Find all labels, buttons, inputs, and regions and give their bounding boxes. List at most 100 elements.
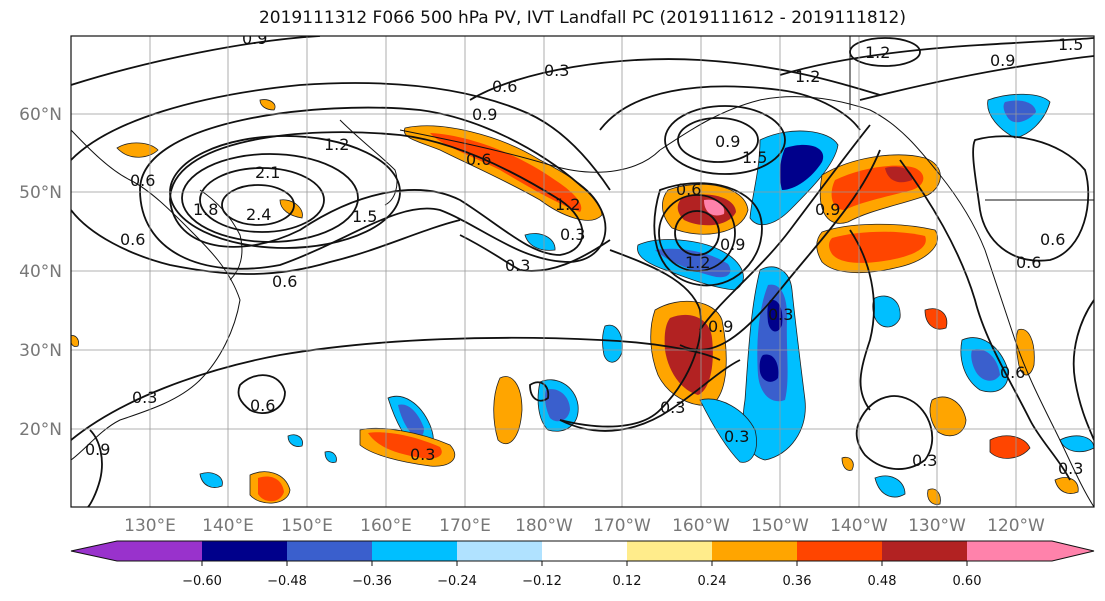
contour-stream-0.3 xyxy=(559,249,702,428)
shade-negative-160W-core xyxy=(655,248,731,278)
contour-right-edge xyxy=(1072,299,1094,441)
colorbar-tick-label: −0.24 xyxy=(437,574,477,589)
shade-positive-south-core xyxy=(258,476,284,502)
coast-japan xyxy=(199,189,243,281)
contour-0.3-west xyxy=(71,36,321,86)
colorbar-extend-low xyxy=(71,541,117,561)
contour-ne-1.2 xyxy=(779,37,1094,76)
contour-label: 1.5 xyxy=(742,148,767,167)
shade-positive-small-d xyxy=(841,456,854,471)
contour-label: 1.5 xyxy=(352,207,377,226)
contour-label-group: 0.9 0.3 0.6 0.9 1.2 1.5 2.1 2.4 1.8 0.6 … xyxy=(85,29,1083,478)
longitude-label: 130°E xyxy=(124,516,176,536)
shade-negative-right-edge xyxy=(1059,435,1094,453)
contour-east-0.3 xyxy=(899,159,1071,481)
colorbar-tick-label: −0.12 xyxy=(522,574,562,589)
colorbar: −0.60 −0.48 −0.36 −0.24 −0.12 0.12 0.24 … xyxy=(70,540,1095,589)
contour-south-wave xyxy=(559,359,741,432)
contour-label: 0.9 xyxy=(472,105,497,124)
contour-label: 0.6 xyxy=(130,171,155,190)
contour-label: 1.2 xyxy=(685,253,710,272)
shade-positive-small-f xyxy=(71,335,79,347)
colorbar-extend-high xyxy=(1052,541,1094,561)
pv-contours xyxy=(71,36,1094,507)
colorbar-segment xyxy=(372,541,457,561)
shaded-anomalies xyxy=(71,93,1094,505)
contour-0.6-b xyxy=(71,209,461,275)
colorbar-segment xyxy=(117,541,202,561)
contour-label: 0.3 xyxy=(912,451,937,470)
longitude-label: 140°E xyxy=(202,516,254,536)
contour-center-0.6 xyxy=(653,182,763,287)
shade-positive-right-edge xyxy=(1054,477,1079,494)
shade-negative-small-a xyxy=(524,233,556,251)
longitude-label: 130°W xyxy=(908,516,966,536)
coast-na-west xyxy=(939,174,1094,507)
contour-label: 0.3 xyxy=(505,256,530,275)
map-title: 2019111312 F066 500 hPa PV, IVT Landfall… xyxy=(258,8,906,28)
contour-label: 0.9 xyxy=(242,29,267,48)
shade-positive-small-a xyxy=(116,142,159,158)
map-background xyxy=(71,36,1094,507)
shade-negative-west-small-b xyxy=(287,434,303,447)
latitude-label: 60°N xyxy=(19,105,62,125)
latitude-label: 20°N xyxy=(19,420,62,440)
colorbar-tick-label: 0.12 xyxy=(613,574,642,589)
contour-label: 0.3 xyxy=(410,445,435,464)
colorbar-tick-label: −0.48 xyxy=(267,574,307,589)
longitude-label: 170°E xyxy=(439,516,491,536)
contour-low-2.4 xyxy=(221,184,295,226)
coast-asia xyxy=(71,129,241,461)
shade-negative-east-far-core xyxy=(1003,100,1036,123)
latitude-label: 50°N xyxy=(19,183,62,203)
contour-label: 0.6 xyxy=(120,230,145,249)
longitude-label: 160°E xyxy=(360,516,412,536)
shade-negative-stream-peak xyxy=(767,299,783,332)
colorbar-tick-label: 0.60 xyxy=(953,574,982,589)
contour-0.3-low xyxy=(459,234,611,272)
coast-alaska xyxy=(659,96,941,176)
contour-west-loop xyxy=(237,374,286,414)
contour-subtropic-0.3 xyxy=(71,336,721,441)
contour-label: 0.6 xyxy=(1000,363,1025,382)
contour-label: 0.9 xyxy=(708,317,733,336)
contour-north-0.9 xyxy=(599,85,861,131)
contour-east-mid xyxy=(849,229,875,411)
shade-negative-east-mid xyxy=(872,295,901,328)
contour-label: 0.9 xyxy=(85,440,110,459)
colorbar-segment xyxy=(542,541,627,561)
contour-label: 1.2 xyxy=(555,195,580,214)
contour-east-0.6 xyxy=(972,135,1090,262)
colorbar-segment xyxy=(967,541,1052,561)
contour-label: 1.2 xyxy=(324,135,349,154)
longitude-label: 150°E xyxy=(281,516,333,536)
shade-negative-west-small xyxy=(199,472,223,488)
coast-aleutians xyxy=(399,129,661,173)
longitude-label: 150°W xyxy=(751,516,809,536)
colorbar-segment xyxy=(797,541,882,561)
contour-label: 0.9 xyxy=(715,132,740,151)
contour-label: 0.9 xyxy=(990,51,1015,70)
colorbar-ticks xyxy=(201,561,968,566)
shade-positive-small-c xyxy=(259,99,276,111)
shade-negative-stream-peak-2 xyxy=(759,354,779,382)
contour-label: 0.9 xyxy=(720,235,745,254)
shade-positive-170E xyxy=(493,376,523,445)
contour-1.2 xyxy=(169,131,584,256)
colorbar-segment xyxy=(882,541,967,561)
contour-label: 0.9 xyxy=(815,200,840,219)
colorbar-tick-label: −0.36 xyxy=(352,574,392,589)
gridlines xyxy=(71,36,1094,507)
shade-negative-upper-core xyxy=(779,144,824,190)
contour-left-edge xyxy=(87,429,103,507)
contour-label: 0.6 xyxy=(492,77,517,96)
longitude-label: 120°W xyxy=(987,516,1045,536)
latitude-label: 30°N xyxy=(19,341,62,361)
contour-label: 1.5 xyxy=(1058,35,1083,54)
shade-positive-south-east-b xyxy=(989,435,1031,459)
contour-low-2.1 xyxy=(199,167,325,233)
shade-positive-south-east xyxy=(929,396,967,437)
contour-label: 0.3 xyxy=(724,427,749,446)
contour-label: 1.8 xyxy=(193,200,218,219)
contour-label: 0.3 xyxy=(132,388,157,407)
